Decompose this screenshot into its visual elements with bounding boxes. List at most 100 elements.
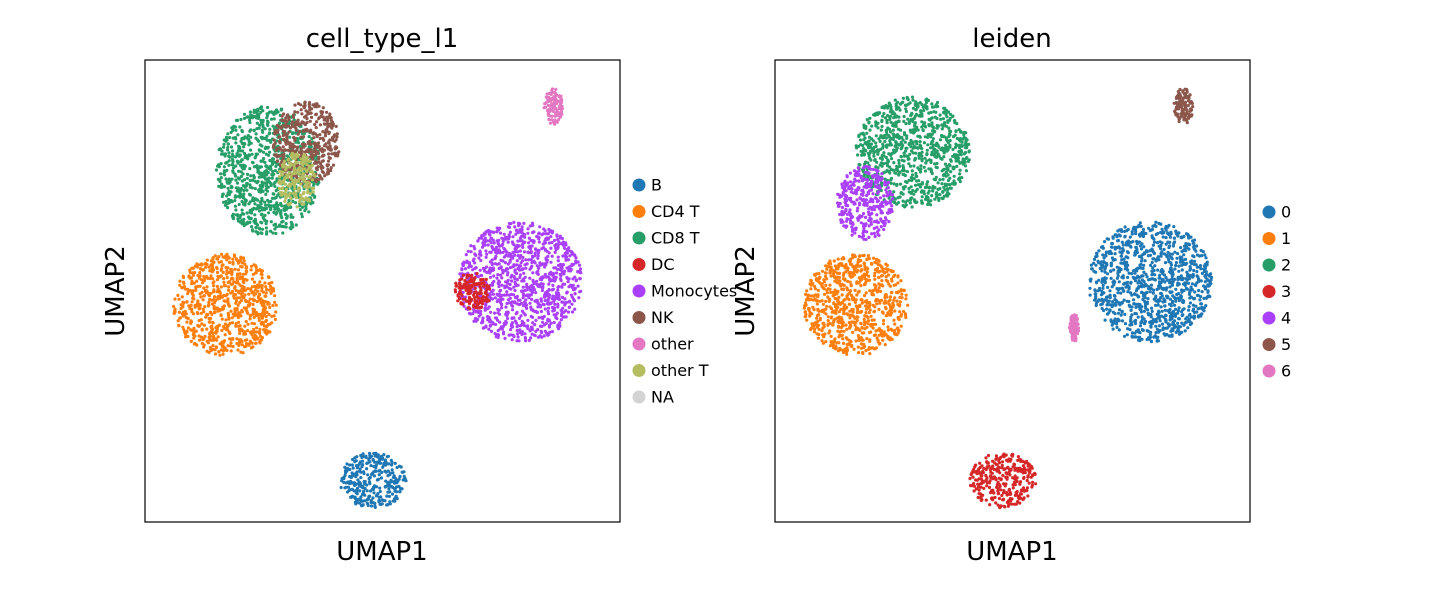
data-point xyxy=(922,165,926,169)
data-point xyxy=(262,156,266,161)
data-point xyxy=(958,172,962,176)
data-point xyxy=(256,170,260,174)
data-point xyxy=(381,498,385,502)
data-point xyxy=(541,302,545,306)
data-point xyxy=(198,338,202,342)
data-point xyxy=(362,471,366,476)
data-point xyxy=(468,290,472,294)
data-point xyxy=(314,112,318,116)
data-point xyxy=(258,334,262,338)
legend-label: CD8 T xyxy=(651,229,700,248)
data-point xyxy=(177,297,181,301)
data-point xyxy=(913,114,917,118)
data-point xyxy=(894,140,898,144)
data-point xyxy=(257,175,261,179)
data-point xyxy=(381,465,385,469)
data-point xyxy=(259,338,264,342)
data-point xyxy=(374,463,378,467)
data-point xyxy=(508,296,512,300)
data-point xyxy=(271,204,275,208)
data-point xyxy=(228,155,232,159)
data-point xyxy=(343,473,347,478)
data-point xyxy=(239,213,243,217)
data-point xyxy=(225,271,229,275)
data-point xyxy=(869,142,874,146)
data-point xyxy=(173,297,177,301)
data-point xyxy=(948,133,952,137)
data-point xyxy=(305,162,309,167)
data-point xyxy=(365,467,369,471)
data-point xyxy=(467,261,472,265)
data-point xyxy=(879,128,883,132)
scatter-points xyxy=(172,87,583,509)
data-point xyxy=(855,209,859,213)
data-point xyxy=(555,233,559,237)
data-point xyxy=(227,256,231,260)
data-point xyxy=(502,255,506,259)
data-point xyxy=(898,102,903,106)
data-point xyxy=(235,189,239,193)
data-point xyxy=(458,289,462,293)
data-point xyxy=(222,142,226,146)
data-point xyxy=(870,232,874,236)
data-point xyxy=(488,266,492,270)
data-point xyxy=(267,302,271,306)
data-point xyxy=(920,201,925,205)
data-point xyxy=(288,201,292,205)
data-point xyxy=(472,283,477,287)
data-point xyxy=(487,305,491,309)
data-point xyxy=(238,195,242,199)
data-point xyxy=(274,164,278,168)
data-point xyxy=(275,159,279,163)
data-point xyxy=(212,334,216,338)
data-point xyxy=(248,330,252,335)
data-point xyxy=(215,327,219,331)
legend-item: NK xyxy=(632,308,674,327)
data-point xyxy=(920,120,924,124)
data-point xyxy=(547,293,552,297)
data-point xyxy=(315,145,319,149)
data-point xyxy=(261,175,266,179)
data-point xyxy=(250,285,254,289)
data-point xyxy=(181,280,186,284)
data-point xyxy=(531,271,535,275)
data-point xyxy=(257,318,261,322)
data-point xyxy=(229,145,234,149)
data-point xyxy=(204,261,208,266)
data-point xyxy=(250,152,254,156)
data-point xyxy=(479,253,483,257)
data-point xyxy=(548,121,553,125)
data-point xyxy=(565,290,569,294)
data-point xyxy=(475,271,479,276)
data-point xyxy=(561,254,565,258)
data-point xyxy=(292,135,296,140)
data-point xyxy=(238,191,242,195)
data-point xyxy=(540,331,544,335)
data-point xyxy=(248,115,252,120)
data-point xyxy=(518,273,523,277)
data-point xyxy=(949,129,953,134)
data-point xyxy=(360,499,364,503)
data-point xyxy=(358,467,362,471)
data-point xyxy=(269,229,273,233)
data-point xyxy=(245,211,249,215)
data-point xyxy=(948,112,953,116)
data-point xyxy=(236,161,240,165)
data-point xyxy=(313,122,317,127)
data-point xyxy=(252,174,256,178)
data-point xyxy=(547,282,551,286)
data-point xyxy=(522,250,527,254)
data-point xyxy=(239,139,243,143)
data-point xyxy=(289,161,293,165)
data-point xyxy=(234,208,238,212)
data-point xyxy=(284,175,288,180)
data-point xyxy=(268,330,272,334)
data-point xyxy=(238,259,242,263)
data-point xyxy=(508,266,512,270)
data-point xyxy=(925,148,929,152)
data-point xyxy=(942,155,946,159)
data-point xyxy=(210,298,214,302)
data-point xyxy=(206,341,210,345)
y-axis-label: UMAP2 xyxy=(101,245,131,336)
data-point xyxy=(461,286,466,290)
